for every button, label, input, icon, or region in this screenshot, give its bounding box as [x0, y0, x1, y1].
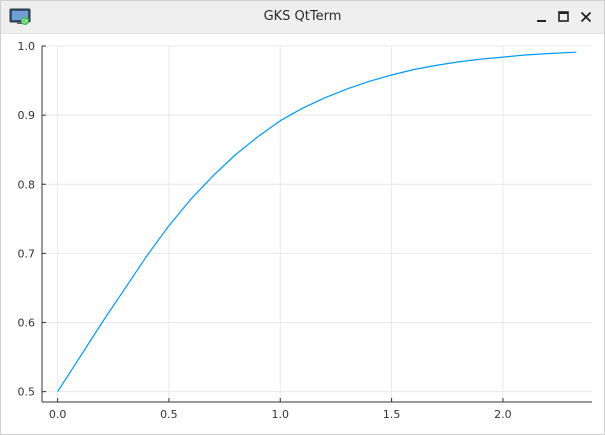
svg-text:Qt: Qt [22, 19, 28, 25]
x-tick-label-1: 0.5 [160, 408, 178, 421]
y-tick-label-1: 0.6 [18, 317, 36, 330]
x-tick-label-3: 1.5 [383, 408, 401, 421]
x-tick-label-2: 1.0 [272, 408, 290, 421]
window-title: GKS QtTerm [263, 9, 342, 24]
y-tick-label-2: 0.7 [18, 247, 36, 260]
y-tick-label-0: 0.5 [18, 386, 36, 399]
y-tick-label-4: 0.9 [18, 109, 36, 122]
minimize-icon[interactable] [535, 10, 549, 24]
y-tick-label-3: 0.8 [18, 178, 36, 191]
x-tick-label-4: 2.0 [494, 408, 512, 421]
qt-gks-app-icon: Qt [9, 8, 31, 25]
line-plot: 0.0 0.5 1.0 1.5 2.0 0.5 0.6 0.7 0.8 0.9 1.0 [18, 40, 592, 421]
y-tick-label-5: 1.0 [18, 40, 36, 53]
x-tick-label-0: 0.0 [49, 408, 67, 421]
tick-labels: 0.0 0.5 1.0 1.5 2.0 0.5 0.6 0.7 0.8 0.9 1.0 [18, 40, 512, 421]
close-icon[interactable] [579, 10, 593, 24]
axes [41, 45, 592, 403]
series-line-0 [57, 51, 577, 392]
maximize-icon[interactable] [557, 10, 571, 24]
title-bar[interactable]: Qt GKS QtTerm [1, 1, 604, 34]
grid [42, 45, 592, 402]
series [57, 51, 577, 392]
